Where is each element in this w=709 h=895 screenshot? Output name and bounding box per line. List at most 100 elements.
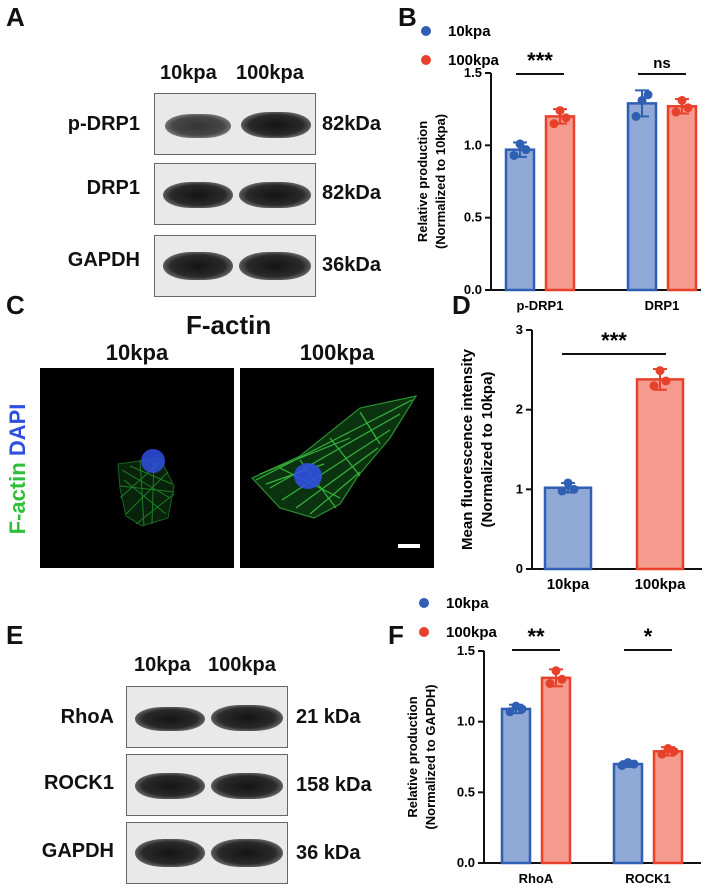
blot-e-mw: 21 kDa bbox=[296, 706, 361, 728]
blot-a-strip bbox=[154, 163, 316, 225]
y-axis-label: Relative production (Normalized to 10kpa) bbox=[415, 114, 448, 249]
y-tick-label: 1.5 bbox=[457, 643, 475, 658]
bar bbox=[500, 707, 532, 865]
blot-a-strip bbox=[154, 93, 316, 155]
data-point bbox=[517, 704, 527, 714]
legend-label: 10kpa bbox=[448, 23, 491, 40]
cell-100kpa bbox=[250, 395, 420, 548]
blot-a-row-label: DRP1 bbox=[86, 177, 140, 199]
y-tick-label: 0 bbox=[516, 561, 523, 576]
panel-letter-e: E bbox=[6, 620, 24, 650]
blot-e-row-label: RhoA bbox=[60, 706, 114, 728]
data-point bbox=[521, 145, 531, 155]
data-point bbox=[557, 674, 567, 684]
x-tick-label: RhoA bbox=[519, 871, 554, 886]
micro-title: F-actin bbox=[186, 310, 272, 340]
panel-letter-b: B bbox=[398, 2, 417, 32]
y-axis-label-line: Mean fluorescence intensity bbox=[459, 348, 476, 550]
y-tick-label: 0.0 bbox=[457, 855, 475, 870]
micro-condition-1: 10kpa bbox=[105, 340, 169, 365]
y-tick-label: 1.5 bbox=[464, 65, 482, 80]
x-tick-label: p-DRP1 bbox=[517, 298, 564, 313]
micro-condition-2: 100kpa bbox=[299, 340, 375, 365]
blot-a-row-label: GAPDH bbox=[67, 249, 140, 271]
data-point bbox=[563, 478, 573, 488]
data-point bbox=[649, 381, 659, 391]
blot-a-row-label: p-DRP1 bbox=[67, 113, 140, 135]
x-tick-label: 10kpa bbox=[547, 576, 590, 593]
side-label-blue: DAPI bbox=[5, 403, 30, 457]
y-tick-label: 0.5 bbox=[457, 784, 475, 799]
side-label-green: F-actin bbox=[5, 462, 30, 535]
blot-e-condition-2: 100kpa bbox=[208, 654, 276, 676]
scale-bar bbox=[398, 544, 420, 548]
y-tick-label: 1 bbox=[516, 481, 523, 496]
data-point bbox=[631, 111, 641, 121]
data-point bbox=[657, 749, 667, 759]
legend-marker bbox=[419, 627, 429, 637]
significance-label: ns bbox=[653, 55, 671, 72]
blot-a-mw: 82kDa bbox=[322, 113, 381, 135]
y-axis-label-line: (Normalized to GAPDH) bbox=[423, 684, 438, 829]
blot-e-strip bbox=[126, 822, 288, 884]
bar bbox=[666, 105, 698, 292]
bar bbox=[635, 378, 685, 571]
blot-e-row-label: ROCK1 bbox=[43, 772, 114, 794]
cell-10kpa bbox=[117, 449, 175, 527]
bar bbox=[626, 102, 658, 292]
y-axis-label-line: (Normalized to 10kpa) bbox=[479, 372, 496, 528]
blot-e-condition-1: 10kpa bbox=[134, 654, 191, 676]
chart-b: 0.0 0.5 1.0 1.5 Relative production (Normaliz… bbox=[415, 23, 701, 313]
y-tick-label: 3 bbox=[516, 322, 523, 337]
bar bbox=[540, 676, 572, 865]
x-tick-label: DRP1 bbox=[645, 298, 680, 313]
blot-e-row-label: GAPDH bbox=[41, 840, 114, 862]
y-tick-label: 0.0 bbox=[464, 282, 482, 297]
significance-label: ** bbox=[527, 624, 545, 649]
y-axis-label-line: (Normalized to 10kpa) bbox=[433, 114, 448, 249]
data-point bbox=[671, 107, 681, 117]
x-tick-label: 100kpa bbox=[635, 576, 687, 593]
data-point bbox=[515, 139, 525, 149]
data-point bbox=[555, 106, 565, 116]
blot-e-mw: 36 kDa bbox=[296, 842, 361, 864]
panel-letter-d: D bbox=[452, 290, 471, 320]
y-tick-label: 1.0 bbox=[464, 137, 482, 152]
micro-image-100kpa bbox=[240, 368, 434, 568]
y-tick-label: 1.0 bbox=[457, 714, 475, 729]
legend-label: 100kpa bbox=[446, 624, 498, 641]
legend-label: 100kpa bbox=[448, 52, 500, 69]
chart-f: 0.0 0.5 1.0 1.5 Relative production (Normaliz… bbox=[405, 595, 701, 886]
panel-letter-f: F bbox=[388, 620, 404, 650]
blot-a-mw: 82kDa bbox=[322, 182, 381, 204]
legend-label: 10kpa bbox=[446, 595, 489, 612]
y-axis-label-line: Relative production bbox=[405, 696, 420, 817]
chart-d: 0 1 2 3 Mean fluorescence intensity (Normaliz… bbox=[459, 322, 702, 593]
panel-letter-c: C bbox=[6, 290, 25, 320]
y-tick-label: 2 bbox=[516, 402, 523, 417]
blot-e-strip bbox=[126, 754, 288, 816]
data-point bbox=[655, 366, 665, 376]
bar bbox=[544, 115, 576, 292]
y-axis-label: Mean fluorescence intensity (Normalized t… bbox=[459, 348, 496, 550]
data-point bbox=[509, 150, 519, 160]
significance-label: * bbox=[644, 624, 653, 649]
legend-marker bbox=[419, 598, 429, 608]
bar bbox=[504, 148, 536, 292]
significance-label: *** bbox=[527, 48, 553, 73]
data-point bbox=[629, 759, 639, 769]
y-tick-label: 0.5 bbox=[464, 210, 482, 225]
bar bbox=[543, 486, 593, 571]
y-axis-label-line: Relative production bbox=[415, 121, 430, 242]
legend-marker bbox=[421, 26, 431, 36]
data-point bbox=[669, 746, 679, 756]
data-point bbox=[551, 666, 561, 676]
data-point bbox=[661, 376, 671, 386]
blot-e-mw: 158 kDa bbox=[296, 774, 372, 796]
blot-a-strip bbox=[154, 235, 316, 297]
blot-a-condition-1: 10kpa bbox=[160, 62, 217, 84]
data-point bbox=[637, 95, 647, 105]
bar bbox=[612, 762, 644, 865]
x-tick-label: ROCK1 bbox=[625, 871, 671, 886]
data-point bbox=[569, 484, 579, 494]
